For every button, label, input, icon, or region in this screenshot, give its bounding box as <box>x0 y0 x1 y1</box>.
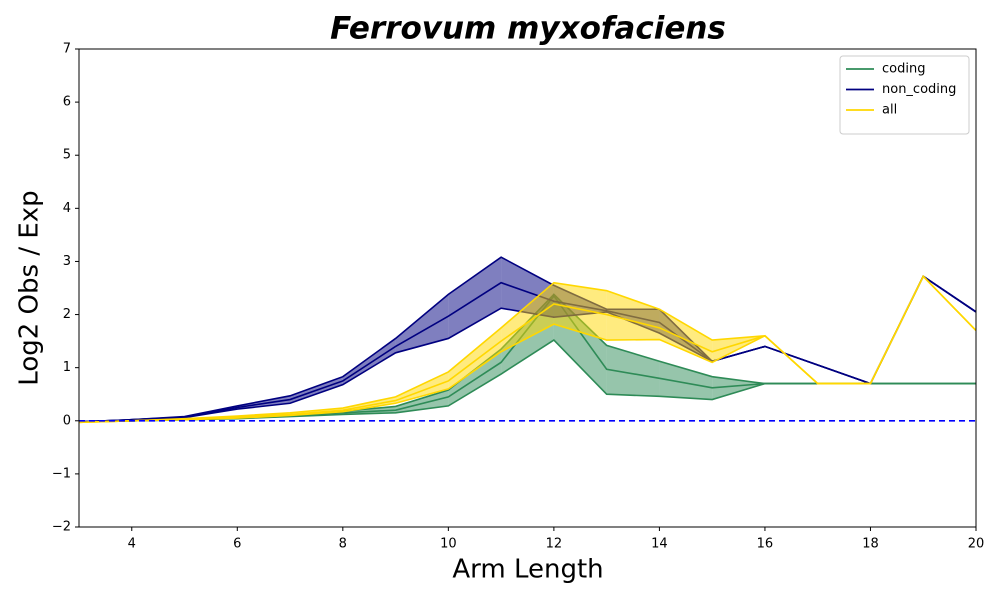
band <box>448 257 502 339</box>
band <box>501 282 554 352</box>
y-tick-label: 6 <box>63 95 71 110</box>
plot-area <box>79 256 976 424</box>
x-tick-label: 18 <box>862 537 879 552</box>
band <box>659 309 713 363</box>
y-tick-label: −2 <box>52 520 71 535</box>
x-tick-label: 12 <box>546 537 563 552</box>
y-tick-label: 0 <box>63 413 71 428</box>
band <box>395 294 449 353</box>
legend-label: coding <box>882 62 925 77</box>
x-tick-label: 6 <box>233 537 241 552</box>
x-axis-label: Arm Length <box>452 555 603 585</box>
band <box>342 338 396 385</box>
band <box>448 349 502 406</box>
y-tick-label: 5 <box>63 148 71 163</box>
x-tick-label: 20 <box>968 537 985 552</box>
plot-frame <box>78 48 977 528</box>
band <box>553 282 607 341</box>
legend-box <box>839 55 970 135</box>
legend-label: non_coding <box>882 82 956 97</box>
x-tick-label: 10 <box>440 537 457 552</box>
chart-title: Ferrovum myxofaciens <box>330 11 726 47</box>
x-tick-label: 16 <box>757 537 774 552</box>
y-tick-label: 4 <box>63 201 71 216</box>
line <box>79 274 976 424</box>
y-tick-label: −1 <box>52 466 71 481</box>
y-tick-label: 7 <box>63 42 71 57</box>
band <box>448 327 502 389</box>
y-tick-label: 2 <box>63 307 71 322</box>
y-tick-label: 3 <box>63 254 71 269</box>
x-tick-label: 4 <box>128 537 136 552</box>
y-tick-label: 1 <box>63 360 71 375</box>
line <box>79 275 976 423</box>
x-tick-label: 14 <box>651 537 668 552</box>
legend-label: all <box>882 103 897 118</box>
y-axis-label: Log2 Obs / Exp <box>15 190 45 385</box>
band <box>659 361 713 400</box>
band <box>606 290 660 341</box>
x-tick-label: 8 <box>339 537 347 552</box>
